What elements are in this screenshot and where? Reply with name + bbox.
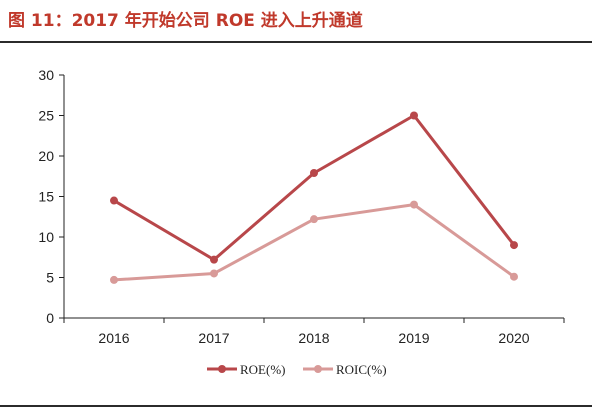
legend-label: ROE(%) (240, 362, 286, 377)
chart-legend: ROE(%) ROIC(%) (207, 362, 387, 377)
y-tick-label: 20 (38, 148, 54, 164)
data-point (110, 196, 118, 205)
y-tick-label: 15 (38, 189, 54, 205)
y-tick-label: 10 (38, 229, 54, 245)
figure-title: 图 11：2017 年开始公司 ROE 进入上升通道 (8, 11, 363, 31)
top-rule (0, 41, 592, 43)
series-1 (110, 200, 518, 284)
data-point (410, 111, 418, 120)
data-point (510, 241, 518, 250)
legend-marker (314, 365, 322, 373)
x-tick-label: 2019 (398, 330, 429, 346)
x-tick-label: 2018 (298, 330, 329, 346)
series-0 (110, 111, 518, 264)
chart-axes: 0 5 10 15 20 25 30 2016 2017 2018 2019 2020 (38, 67, 565, 346)
data-point (410, 200, 418, 209)
legend-marker (218, 365, 226, 373)
data-point (310, 169, 318, 178)
data-point (210, 269, 218, 278)
chart-series (110, 111, 518, 284)
data-point (110, 275, 118, 284)
legend-label: ROIC(%) (336, 362, 387, 377)
x-tick-label: 2017 (198, 330, 229, 346)
series-line (112, 114, 516, 262)
y-tick-label: 0 (46, 310, 54, 326)
x-tick-label: 2020 (498, 330, 529, 346)
y-tick-label: 25 (38, 108, 54, 124)
bottom-rule (0, 405, 592, 407)
x-tick-label: 2016 (98, 330, 129, 346)
data-point (310, 215, 318, 224)
y-tick-label: 30 (38, 67, 54, 83)
y-tick-label: 5 (46, 270, 54, 286)
data-point (510, 272, 518, 281)
data-point (210, 255, 218, 264)
